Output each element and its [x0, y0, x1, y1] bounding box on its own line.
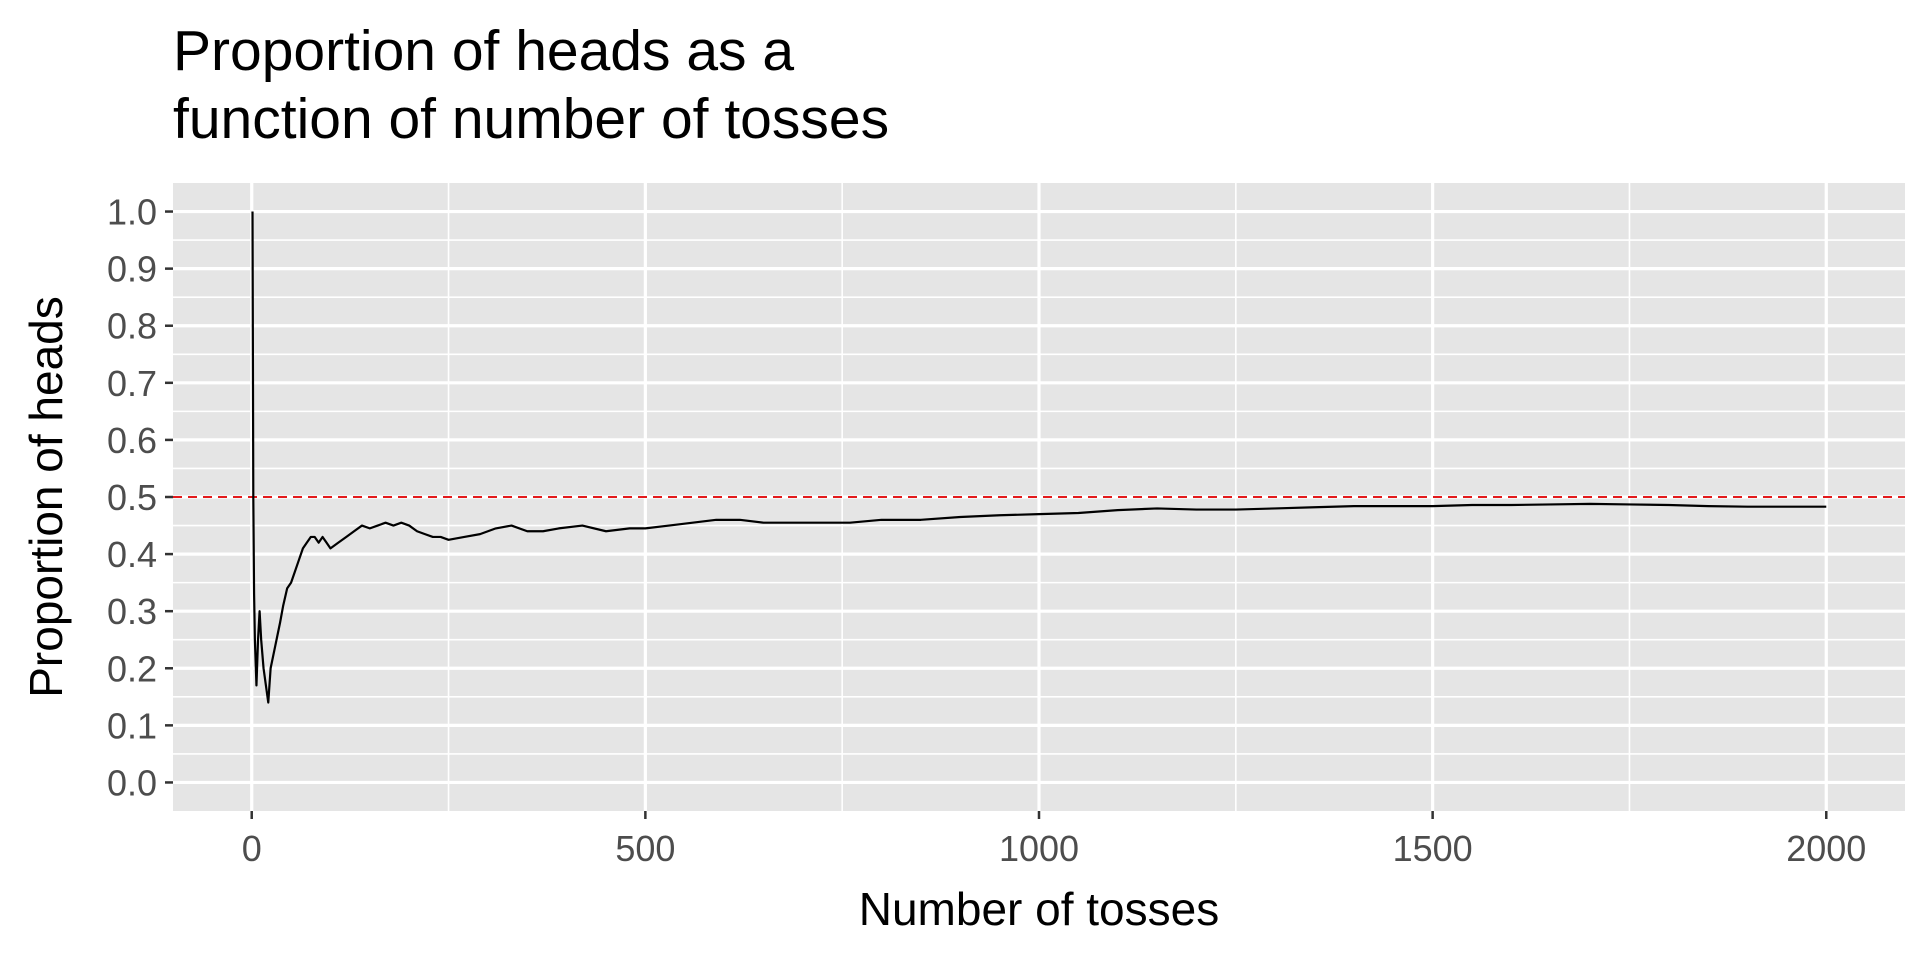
- y-axis-title: Proportion of heads: [20, 296, 72, 698]
- x-tick-label: 500: [615, 828, 675, 869]
- chart-title-line-1: Proportion of heads as a: [173, 19, 794, 83]
- y-tick-label: 0.4: [107, 534, 157, 575]
- chart-title-line-2: function of number of tosses: [173, 87, 889, 151]
- x-tick-label: 2000: [1786, 828, 1866, 869]
- y-tick-label: 0.6: [107, 420, 157, 461]
- y-tick-label: 0.1: [107, 705, 157, 746]
- y-tick-label: 0.0: [107, 762, 157, 803]
- y-tick-label: 1.0: [107, 192, 157, 233]
- y-tick-label: 0.3: [107, 591, 157, 632]
- y-tick-label: 0.7: [107, 363, 157, 404]
- x-tick-label: 1500: [1393, 828, 1473, 869]
- y-tick-label: 0.5: [107, 477, 157, 518]
- y-tick-label: 0.9: [107, 249, 157, 290]
- x-tick-label: 1000: [999, 828, 1079, 869]
- x-axis: 0 500 1000 1500 2000: [242, 811, 1866, 869]
- chart-title: Proportion of heads as a function of num…: [173, 19, 889, 151]
- y-axis: 0.0 0.1 0.2 0.3 0.4 0.5 0.6 0.7 0.8 0.9 1.0: [107, 192, 173, 803]
- y-tick-label: 0.8: [107, 306, 157, 347]
- series-line: [251, 211, 1827, 704]
- x-axis-title: Number of tosses: [859, 883, 1219, 935]
- x-tick-label: 0: [242, 828, 262, 869]
- y-tick-label: 0.2: [107, 648, 157, 689]
